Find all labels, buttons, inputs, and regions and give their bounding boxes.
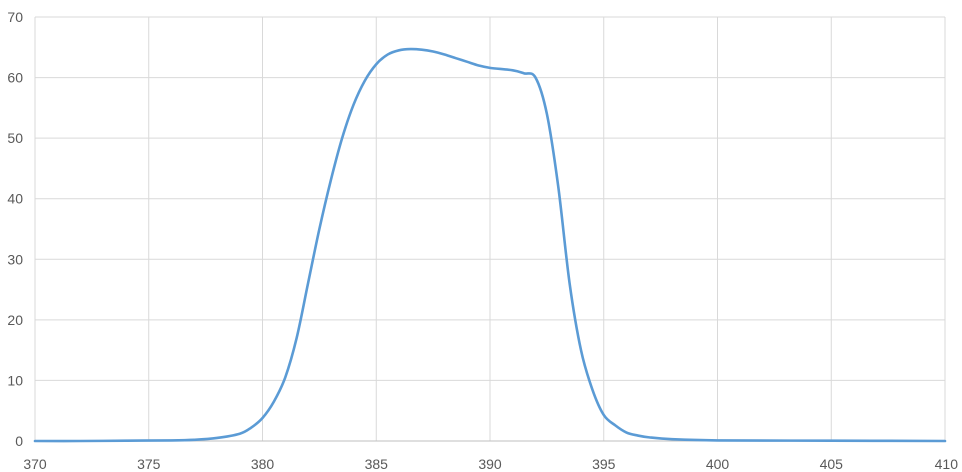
x-axis-tick-labels: 370 375 380 385 390 395 400 405 410 xyxy=(23,456,958,472)
x-tick-label-380: 380 xyxy=(251,456,275,472)
series-line-0 xyxy=(33,47,947,443)
y-tick-label-20: 20 xyxy=(7,312,23,328)
x-tick-label-370: 370 xyxy=(23,456,47,472)
y-axis-tick-labels: 0 10 20 30 40 50 60 70 xyxy=(7,9,23,449)
grid xyxy=(34,16,946,441)
y-tick-label-70: 70 xyxy=(7,9,23,25)
y-tick-label-30: 30 xyxy=(7,251,23,267)
y-tick-label-40: 40 xyxy=(7,191,23,207)
y-tick-label-60: 60 xyxy=(7,70,23,86)
x-tick-label-390: 390 xyxy=(478,456,502,472)
x-tick-label-405: 405 xyxy=(820,456,844,472)
y-tick-label-0: 0 xyxy=(15,433,23,449)
x-tick-label-395: 395 xyxy=(592,456,616,472)
y-tick-label-10: 10 xyxy=(7,372,23,388)
y-tick-label-50: 50 xyxy=(7,130,23,146)
x-tick-label-385: 385 xyxy=(365,456,389,472)
x-tick-label-400: 400 xyxy=(706,456,730,472)
x-tick-label-410: 410 xyxy=(935,456,959,472)
series-layer xyxy=(33,47,947,443)
x-tick-label-375: 375 xyxy=(137,456,161,472)
